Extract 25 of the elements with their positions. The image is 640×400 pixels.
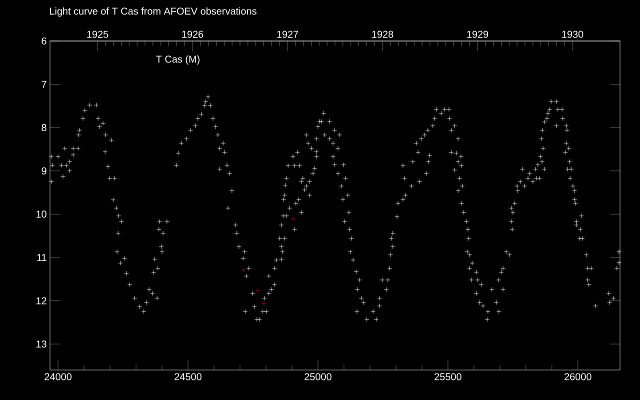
y-tick-label: 8 xyxy=(42,124,46,132)
x2-tick-label: 1930 xyxy=(562,30,584,38)
y-tick-label: 11 xyxy=(37,254,46,261)
y-tick-label: 12 xyxy=(36,297,46,304)
x-tick-label: 25500 xyxy=(434,373,462,380)
point xyxy=(262,300,266,306)
point xyxy=(256,288,260,294)
chart-title: Light curve of T Cas from AFOEV observations xyxy=(50,7,256,17)
x2-tick-label: 1926 xyxy=(182,30,204,38)
x2-tick-label: 1929 xyxy=(467,30,488,38)
x-tick-label: 24500 xyxy=(174,373,202,380)
x-tick-label: 25000 xyxy=(304,373,332,380)
point xyxy=(290,216,296,222)
x2-tick-label: 1927 xyxy=(277,30,298,38)
x2-tick-label: 1928 xyxy=(372,30,394,38)
x-tick-label: 26000 xyxy=(564,373,592,380)
y-tick-label: 13 xyxy=(36,340,46,348)
y-tick-label: 9 xyxy=(42,167,46,174)
annotation: T Cas (M) xyxy=(156,55,200,65)
y-tick-label: 7 xyxy=(42,80,46,88)
y-tick-label: 6 xyxy=(42,37,46,45)
y-tick-label: 10 xyxy=(36,210,46,218)
x2-tick-label: 1925 xyxy=(87,30,108,38)
x-tick-label: 24000 xyxy=(44,373,72,380)
point xyxy=(241,268,246,272)
